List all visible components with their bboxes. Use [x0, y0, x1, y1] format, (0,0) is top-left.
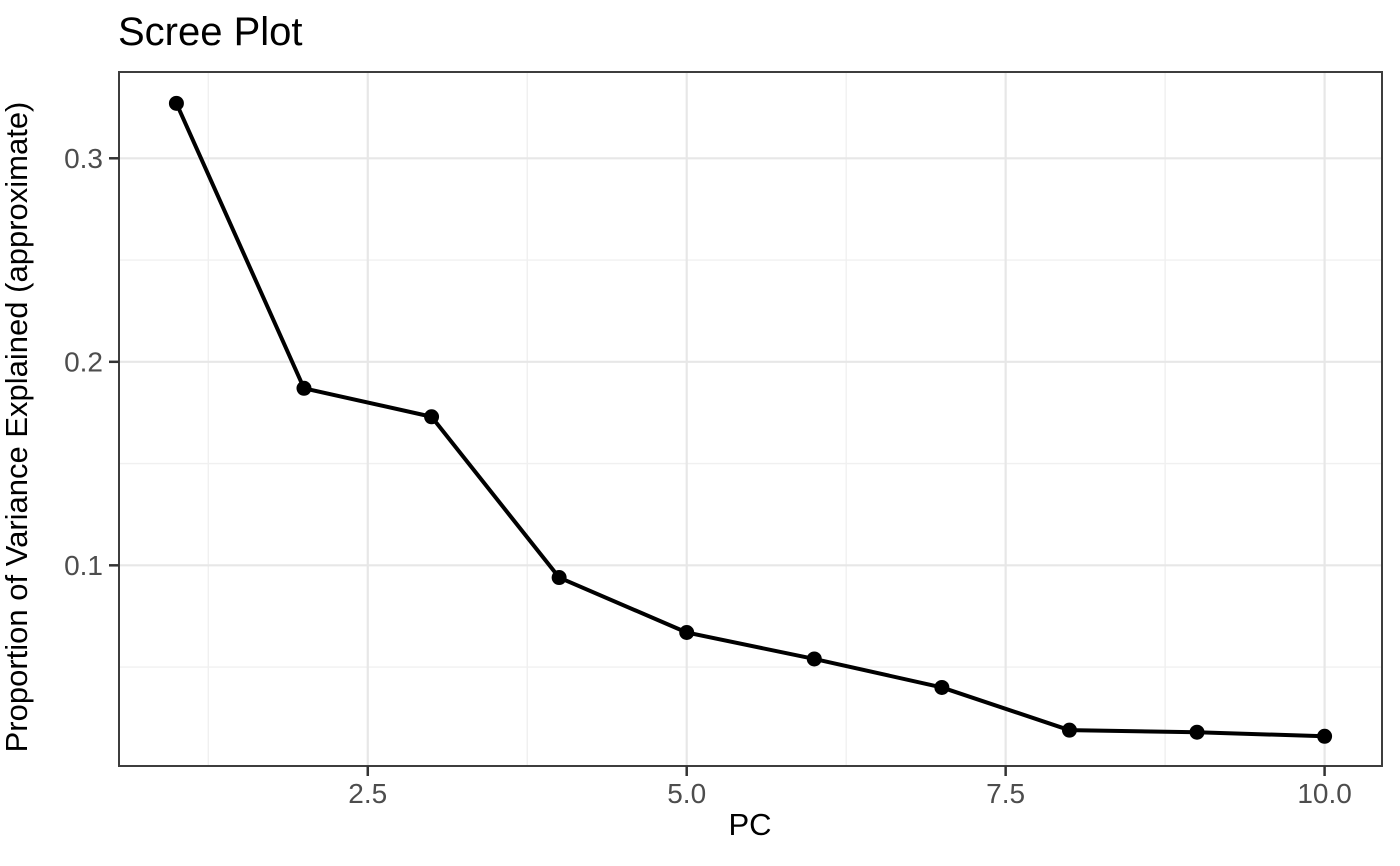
y-tick-label: 0.3	[64, 143, 103, 174]
y-tick-label: 0.1	[64, 550, 103, 581]
x-axis-title: PC	[728, 807, 771, 842]
data-point	[168, 95, 184, 111]
data-point	[679, 624, 695, 640]
x-tick-label: 5.0	[667, 778, 706, 809]
plot-title: Scree Plot	[118, 10, 303, 54]
x-tick-label: 2.5	[348, 778, 387, 809]
data-point	[424, 409, 440, 425]
data-point	[1189, 724, 1205, 740]
data-point	[296, 380, 312, 396]
data-point	[1061, 722, 1077, 738]
data-point	[551, 570, 567, 586]
panel-background	[119, 72, 1382, 766]
scree-line	[174, 101, 1327, 739]
y-tick-label: 0.2	[64, 346, 103, 377]
data-series	[168, 95, 1333, 744]
x-tick-label: 7.5	[986, 778, 1025, 809]
data-point	[934, 679, 950, 695]
data-point	[1317, 728, 1333, 744]
axes: 2.5 5.0 7.5 10.0 0.1 0.2 0.3	[64, 143, 1352, 809]
x-tick-label: 10.0	[1297, 778, 1352, 809]
panel-border	[118, 71, 1383, 767]
y-axis-title: Proportion of Variance Explained (approx…	[0, 102, 34, 753]
gridlines	[119, 72, 1382, 766]
panel-border-rect	[118, 71, 1383, 767]
data-point	[806, 651, 822, 667]
